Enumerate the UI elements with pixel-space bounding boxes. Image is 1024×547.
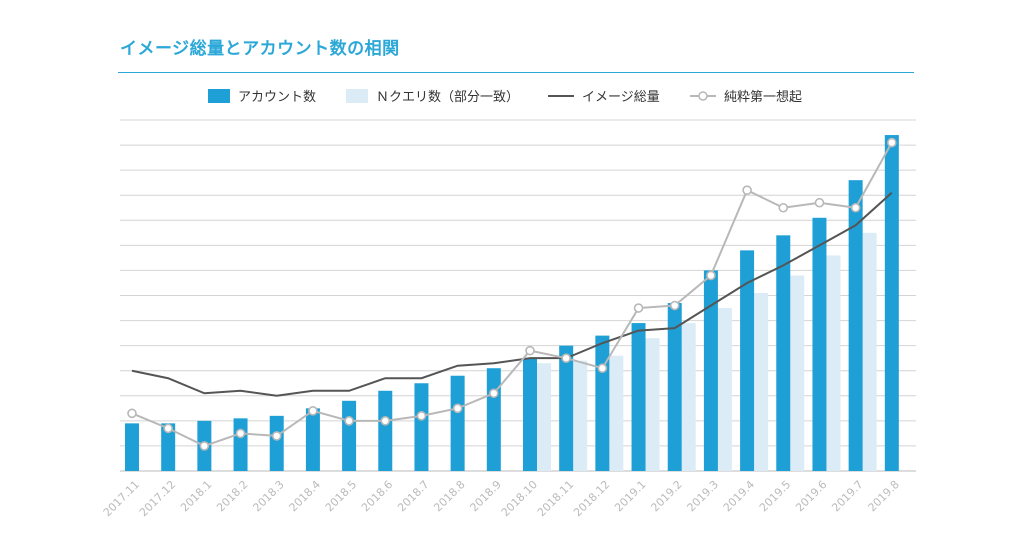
bar-accounts bbox=[342, 400, 357, 471]
bar-accounts bbox=[233, 418, 248, 471]
x-tick-label: 2018.1 bbox=[178, 478, 214, 514]
legend-label-recall: 純粋第一想起 bbox=[724, 89, 802, 105]
bar-accounts bbox=[523, 358, 537, 471]
point-recall bbox=[561, 353, 571, 363]
point-recall bbox=[308, 406, 318, 416]
legend-label-accounts: アカウント数 bbox=[238, 90, 316, 105]
point-recall bbox=[344, 416, 354, 426]
point-recall bbox=[525, 345, 535, 356]
point-recall bbox=[597, 363, 608, 374]
line-recall bbox=[131, 142, 893, 448]
x-tick-label: 2018.2 bbox=[214, 478, 250, 514]
bar-accounts bbox=[776, 235, 791, 471]
x-tick-label: 2019.1 bbox=[612, 478, 648, 514]
query-bars bbox=[537, 232, 877, 471]
bar-queries bbox=[609, 355, 624, 471]
bar-accounts bbox=[667, 303, 682, 471]
bar-queries bbox=[754, 292, 769, 471]
x-tick-label: 2019.3 bbox=[685, 478, 721, 514]
bar-accounts bbox=[125, 423, 139, 471]
x-tick-label: 2018.10 bbox=[499, 478, 540, 519]
point-recall bbox=[706, 270, 716, 281]
legend-swatch-accounts bbox=[208, 89, 230, 103]
series-lines bbox=[127, 137, 897, 451]
point-recall bbox=[416, 411, 427, 421]
point-recall bbox=[814, 197, 825, 208]
bar-accounts bbox=[884, 135, 899, 472]
point-recall bbox=[633, 303, 644, 313]
bar-queries bbox=[645, 338, 660, 471]
legend: アカウント数 Ｎクエリ数（部分一致） イメージ総量 純粋第一想起 bbox=[208, 89, 802, 105]
x-tick-label: 2019.2 bbox=[648, 478, 684, 514]
point-recall bbox=[163, 423, 173, 434]
x-tick-label: 2018.8 bbox=[431, 478, 467, 514]
bar-queries bbox=[862, 232, 877, 471]
title-underline bbox=[118, 72, 914, 73]
bar-accounts bbox=[595, 335, 610, 471]
point-recall bbox=[850, 202, 861, 213]
x-tick-label: 2018.3 bbox=[250, 478, 286, 514]
legend-swatch-queries bbox=[346, 89, 368, 103]
bar-queries bbox=[537, 363, 551, 471]
x-tick-label: 2018.6 bbox=[359, 478, 395, 514]
bar-queries bbox=[573, 360, 588, 471]
point-recall bbox=[452, 403, 463, 414]
bar-queries bbox=[826, 255, 841, 471]
bar-accounts bbox=[450, 375, 465, 471]
x-tick-label: 2018.12 bbox=[571, 478, 612, 519]
bar-accounts bbox=[486, 368, 501, 471]
bar-accounts bbox=[269, 415, 284, 471]
point-recall bbox=[380, 416, 391, 426]
bar-queries bbox=[790, 275, 805, 471]
bar-accounts bbox=[559, 345, 574, 471]
point-recall bbox=[127, 408, 137, 419]
x-tick-label: 2017.11 bbox=[101, 478, 142, 519]
x-tick-label: 2018.11 bbox=[535, 478, 576, 519]
x-tick-label: 2019.4 bbox=[721, 478, 757, 514]
chart-title: イメージ総量とアカウント数の相関 bbox=[120, 39, 400, 59]
legend-label-volume: イメージ総量 bbox=[582, 90, 660, 105]
bar-accounts bbox=[812, 217, 827, 471]
x-tick-label: 2018.9 bbox=[468, 478, 504, 514]
legend-marker-recall bbox=[698, 91, 708, 101]
bar-accounts bbox=[161, 423, 176, 471]
bar-accounts bbox=[631, 323, 646, 471]
x-tick-label: 2019.5 bbox=[757, 478, 793, 514]
account-bars bbox=[125, 135, 899, 472]
x-tick-label: 2018.5 bbox=[323, 478, 359, 514]
bar-accounts bbox=[414, 383, 429, 471]
bar-accounts bbox=[305, 408, 320, 471]
line-volume bbox=[131, 191, 893, 397]
bar-accounts bbox=[848, 180, 863, 471]
point-recall bbox=[489, 388, 499, 399]
bar-accounts bbox=[703, 270, 718, 471]
gridlines bbox=[120, 119, 916, 472]
point-recall bbox=[887, 137, 897, 148]
x-tick-label: 2019.8 bbox=[866, 478, 902, 514]
x-tick-label: 2019.6 bbox=[793, 478, 829, 514]
point-recall bbox=[669, 300, 680, 311]
legend-label-queries: Ｎクエリ数（部分一致） bbox=[376, 90, 519, 105]
x-tick-label: 2019.7 bbox=[829, 478, 865, 514]
point-recall bbox=[778, 202, 789, 213]
point-recall bbox=[199, 441, 210, 451]
bar-accounts bbox=[740, 250, 755, 471]
x-tick-label: 2018.7 bbox=[395, 478, 431, 514]
bar-queries bbox=[681, 323, 696, 471]
point-recall bbox=[742, 185, 752, 195]
x-tick-label: 2018.4 bbox=[287, 478, 323, 514]
point-recall bbox=[271, 431, 282, 441]
bar-accounts bbox=[378, 390, 393, 471]
point-recall bbox=[235, 428, 246, 439]
x-tick-label: 2017.12 bbox=[137, 478, 178, 519]
bar-queries bbox=[717, 308, 732, 471]
